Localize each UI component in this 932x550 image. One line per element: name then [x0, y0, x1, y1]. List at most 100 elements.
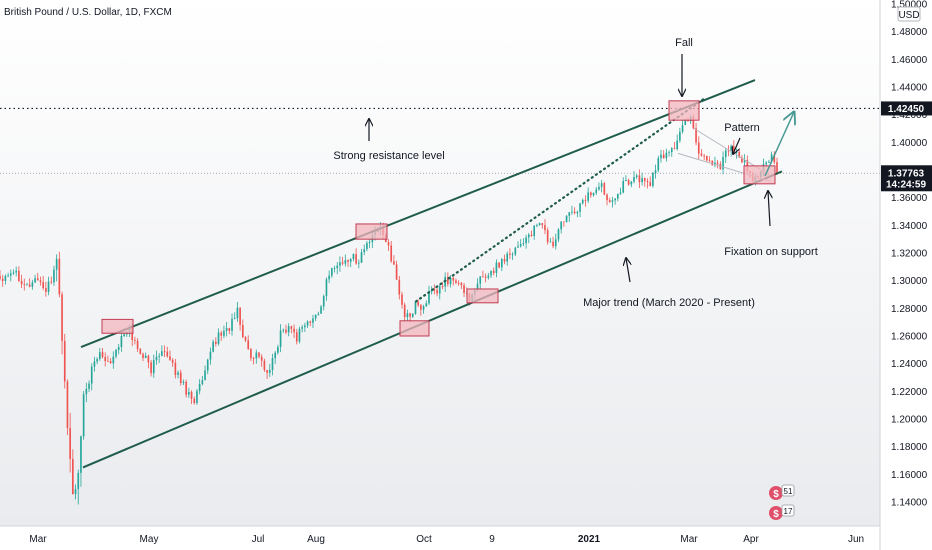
candle-body: [344, 260, 347, 264]
candle-body: [72, 458, 74, 495]
candle-body: [287, 326, 290, 333]
candle-body: [509, 253, 511, 255]
candle-body: [700, 153, 703, 156]
candle-body: [250, 348, 252, 359]
candle-body: [662, 154, 665, 159]
candle-body: [563, 221, 565, 223]
candle-body: [336, 265, 339, 269]
candle-body: [53, 269, 55, 283]
touch-point-box: [101, 318, 134, 334]
event-badge[interactable]: $ 51: [769, 484, 795, 500]
candle-body: [331, 268, 333, 276]
candle-body: [290, 326, 293, 329]
candle-body: [668, 152, 670, 153]
candle-body: [347, 260, 349, 262]
candle-body: [212, 341, 214, 352]
candle-body: [322, 296, 325, 307]
candle-body: [107, 360, 109, 362]
candle-body: [517, 246, 519, 248]
price-tick-label: 1.44000: [891, 83, 928, 94]
price-tick-label: 1.20000: [891, 415, 928, 426]
candle-body: [112, 356, 115, 364]
candle-body: [142, 353, 144, 359]
candle-body: [422, 306, 425, 310]
candle-body: [549, 241, 552, 243]
resistance-price-tag: 1.42450: [881, 101, 932, 116]
candle-body: [263, 360, 266, 371]
candle-body: [15, 270, 18, 273]
candle-body: [554, 239, 557, 247]
pattern-arrow: [733, 137, 741, 154]
candle-body: [255, 352, 258, 359]
candle-body: [395, 264, 398, 280]
candle-body: [147, 355, 150, 363]
price-tick-label: 1.14000: [891, 498, 928, 509]
time-tick-label: Mar: [680, 534, 698, 545]
candle-body: [673, 148, 676, 150]
candle-body: [20, 280, 23, 285]
candle-body: [533, 225, 536, 236]
candle-body: [457, 282, 460, 284]
candle-body: [498, 262, 500, 268]
candle-body: [679, 131, 681, 141]
candle-body: [80, 436, 82, 473]
candle-body: [268, 370, 271, 373]
candle-body: [136, 340, 139, 349]
candle-body: [536, 225, 538, 227]
time-axis-background: [0, 526, 880, 550]
candle-body: [727, 150, 730, 152]
candle-body: [420, 305, 422, 310]
candle-body: [441, 286, 444, 288]
candle-body: [573, 211, 576, 214]
breakout-target-arrow: [764, 112, 794, 177]
currency-label: USD: [898, 10, 919, 21]
svg-text:14:24:59: 14:24:59: [886, 179, 926, 190]
candle-body: [155, 356, 158, 361]
candle-body: [403, 304, 406, 318]
candle-body: [660, 154, 662, 159]
candle-body: [711, 160, 714, 166]
time-tick-label: May: [140, 534, 159, 545]
candle-body: [449, 277, 452, 285]
candle-body: [579, 203, 581, 212]
candle-body: [484, 276, 487, 278]
price-tick-label: 1.24000: [891, 359, 928, 370]
candle-body: [301, 327, 304, 329]
candle-body: [241, 324, 244, 338]
candle-body: [616, 193, 619, 199]
candle-body: [546, 230, 549, 243]
candle-body: [768, 162, 770, 163]
candle-body: [198, 383, 201, 392]
candle-body: [730, 146, 732, 151]
candle-body: [438, 286, 441, 294]
fall-label: Fall: [675, 37, 693, 49]
upper-channel-line: [80, 79, 756, 348]
candle-body: [228, 328, 231, 331]
candle-body: [279, 330, 282, 347]
candle-body: [360, 252, 363, 263]
candle-body: [398, 279, 401, 295]
candle-body: [333, 268, 336, 269]
candle-body: [260, 356, 263, 361]
candle-body: [630, 181, 633, 185]
candle-body: [506, 253, 509, 262]
candle-body: [23, 284, 26, 285]
candle-body: [584, 199, 587, 201]
currency-button[interactable]: USD: [897, 6, 921, 22]
candle-body: [352, 254, 355, 259]
candle-body: [4, 276, 7, 281]
candle-body: [587, 192, 589, 201]
candle-body: [492, 270, 495, 273]
candle-body: [411, 313, 414, 317]
candle-body: [417, 301, 420, 306]
candle-body: [1, 278, 4, 281]
candle-body: [641, 178, 643, 183]
time-tick-label: Apr: [743, 534, 759, 545]
candle-body: [223, 330, 225, 336]
candle-body: [179, 372, 182, 383]
time-tick-label: Aug: [307, 534, 325, 545]
event-badge[interactable]: $ 17: [769, 504, 795, 520]
event-badge-count: 51: [784, 487, 793, 496]
candle-body: [716, 162, 719, 165]
